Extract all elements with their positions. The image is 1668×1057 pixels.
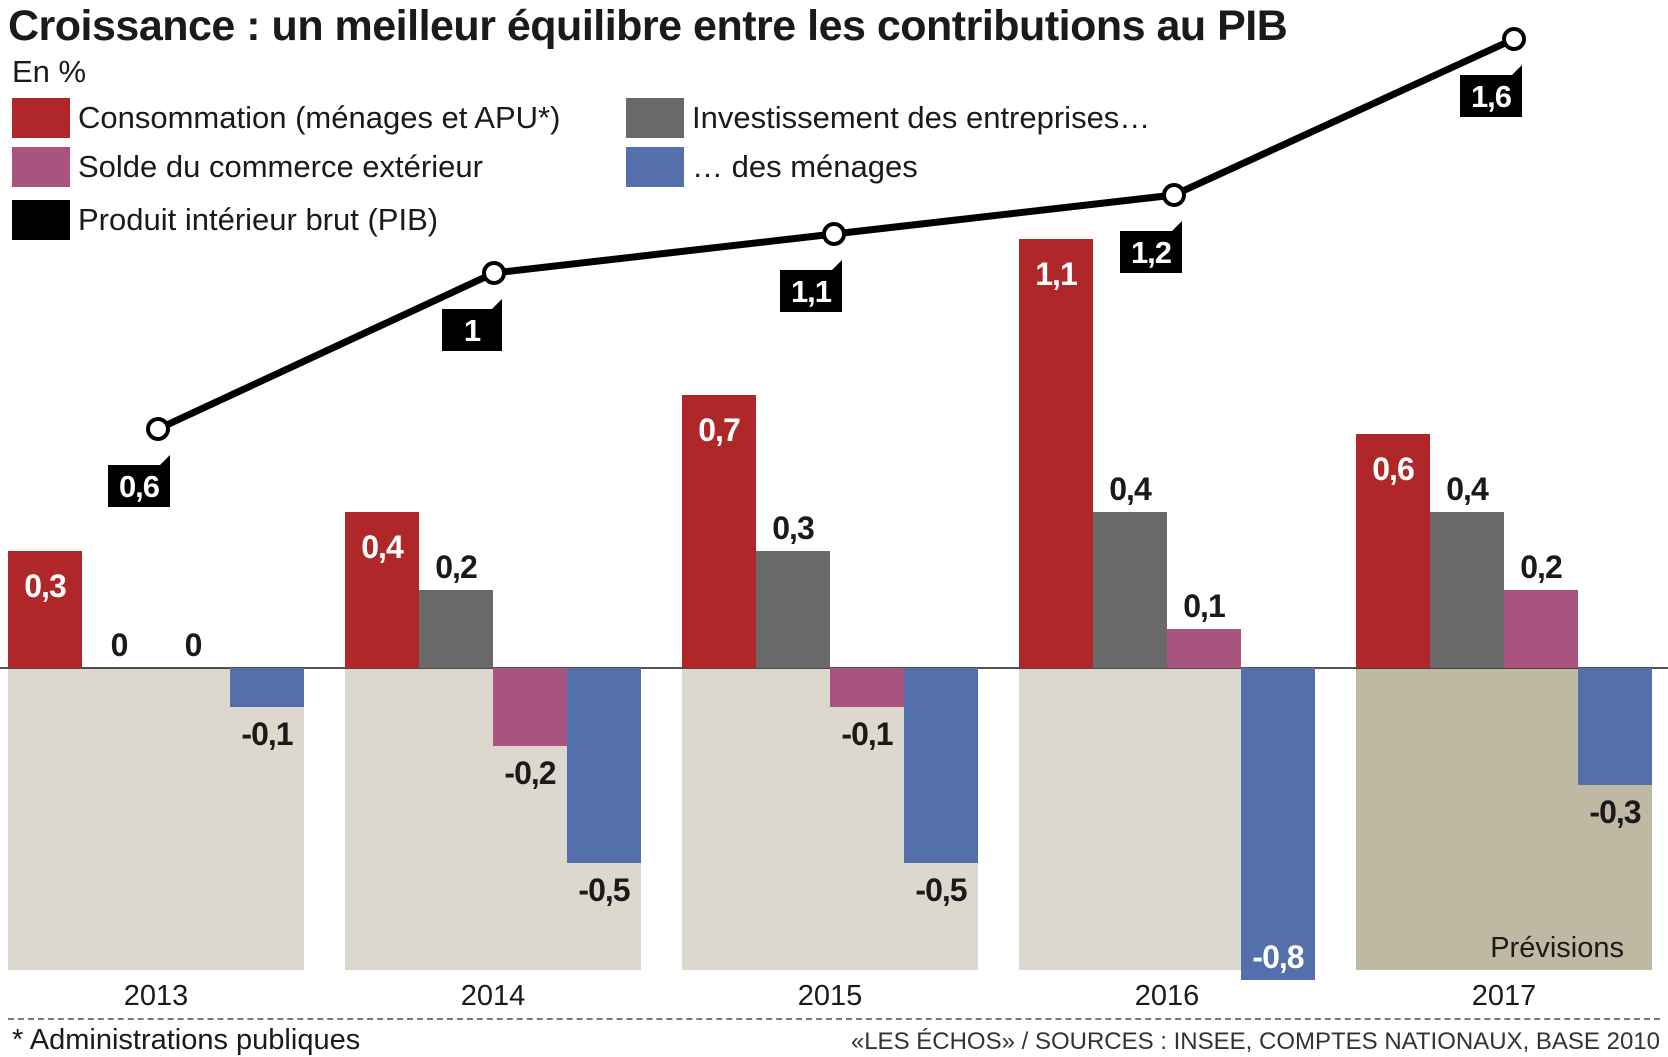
pib-label-box (442, 309, 502, 351)
legend-label-pib: Produit intérieur brut (PIB) (78, 202, 439, 237)
bar-data-label: 0,2 (1520, 549, 1562, 585)
legend-item-commerce: Solde du commerce extérieur (12, 147, 483, 187)
legend-swatch-invest-menages (626, 147, 684, 187)
x-tick-label: 2017 (1472, 980, 1537, 1012)
bar-data-label: 0,4 (1109, 471, 1152, 507)
bar (1093, 512, 1167, 668)
legend-swatch-consommation (12, 98, 70, 138)
legend-label-commerce: Solde du commerce extérieur (78, 149, 483, 184)
chart-title: Croissance : un meilleur équilibre entre… (8, 2, 1288, 50)
bar-data-label: 0,1 (1183, 588, 1225, 624)
pib-label-pointer (492, 299, 502, 309)
pib-point (822, 222, 846, 246)
bar (1504, 590, 1578, 668)
bar-data-label: 1,1 (1035, 256, 1077, 292)
legend-label-consommation: Consommation (ménages et APU*) (78, 100, 561, 135)
legend-item-pib: Produit intérieur brut (PIB) (12, 200, 438, 240)
negative-zone-panel (8, 668, 304, 970)
pib-point (1162, 183, 1186, 207)
pib-label-pointer (832, 260, 842, 270)
x-tick-label: 2014 (461, 980, 526, 1012)
pib-label-pointer (1512, 65, 1522, 75)
legend-swatch-commerce (12, 147, 70, 187)
bar-data-label: 0,6 (1372, 451, 1414, 487)
bar (682, 395, 756, 668)
pib-label-pointer (160, 455, 170, 465)
bar-data-label: 0 (111, 627, 128, 663)
pib-label-box (780, 270, 842, 312)
bar-data-label: 0,7 (698, 412, 740, 448)
pib-label-box (108, 465, 170, 507)
pib-point (146, 417, 170, 441)
pib-label-box (1120, 231, 1182, 273)
bar-data-label: 0,4 (361, 529, 404, 565)
bar (567, 668, 641, 863)
legend-item-invest-menages: … des ménages (626, 147, 918, 187)
bar-data-label: -0,3 (1589, 794, 1640, 830)
pib-label-box (1460, 75, 1522, 117)
bar (1019, 239, 1093, 668)
legend-item-invest-entreprises: Investissement des entreprises… (626, 98, 1150, 138)
legend-item-consommation: Consommation (ménages et APU*) (12, 98, 560, 138)
pib-point (482, 261, 506, 285)
bar-data-label: -0,1 (841, 716, 892, 752)
bar-data-label: -0,2 (504, 755, 555, 791)
pib-data-label: 1 (464, 313, 481, 348)
footer-separator (8, 1018, 1660, 1020)
bar-data-label: 0,3 (772, 510, 814, 546)
bar (1241, 668, 1315, 980)
bar-data-label: 0,2 (435, 549, 477, 585)
x-tick-label: 2016 (1135, 980, 1200, 1012)
bar (230, 668, 304, 707)
bar-data-label: -0,8 (1252, 939, 1303, 975)
bar (1578, 668, 1652, 785)
bar (904, 668, 978, 863)
bar (1167, 629, 1241, 668)
bar (419, 590, 493, 668)
bar (493, 668, 567, 746)
bar-data-label: 0 (185, 627, 202, 663)
legend-label-invest-menages: … des ménages (692, 149, 918, 184)
bar-data-label: 0,3 (24, 568, 66, 604)
pib-data-label: 1,6 (1471, 79, 1512, 114)
forecast-label: Prévisions (1490, 932, 1624, 964)
bar (830, 668, 904, 707)
footer-note: * Administrations publiques (12, 1024, 361, 1056)
pib-data-label: 1,1 (791, 274, 832, 309)
bar (345, 512, 419, 668)
legend-swatch-invest-entreprises (626, 98, 684, 138)
pib-data-label: 0,6 (119, 469, 160, 504)
bar-data-label: -0,5 (578, 872, 629, 908)
x-tick-label: 2015 (798, 980, 863, 1012)
bar (8, 551, 82, 668)
x-tick-label: 2013 (124, 980, 189, 1012)
footer-source: «LES ÉCHOS» / SOURCES : INSEE, COMPTES N… (850, 1028, 1660, 1055)
bar (1356, 434, 1430, 668)
pib-point (1502, 27, 1526, 51)
bar-data-label: -0,1 (241, 716, 292, 752)
bar (1430, 512, 1504, 668)
pib-label-pointer (1172, 221, 1182, 231)
chart-plot: 2013 2014 2015 2016 2017 Prévisions 0,3 0,4 0,7 1… (0, 27, 1668, 1012)
bar-data-label: 0,4 (1446, 471, 1489, 507)
legend-label-invest-entreprises: Investissement des entreprises… (692, 100, 1151, 135)
bar (756, 551, 830, 668)
chart-subtitle: En % (12, 54, 87, 89)
pib-data-label: 1,2 (1131, 235, 1171, 270)
legend-swatch-pib (12, 200, 70, 240)
bar-data-label: -0,5 (915, 872, 966, 908)
